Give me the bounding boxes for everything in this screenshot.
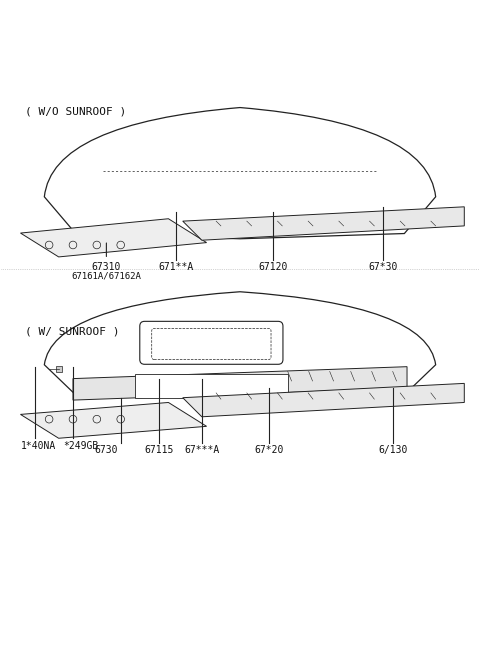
Text: 6/130: 6/130 [378, 445, 408, 455]
Polygon shape [21, 219, 206, 257]
Text: 1*40NA: 1*40NA [21, 441, 56, 451]
Text: 67115: 67115 [144, 445, 174, 455]
Bar [135, 374, 288, 397]
Polygon shape [73, 367, 407, 400]
Text: *249GB: *249GB [63, 441, 99, 451]
Text: 67120: 67120 [259, 261, 288, 272]
Text: 67310: 67310 [92, 261, 121, 272]
Text: ( W/ SUNROOF ): ( W/ SUNROOF ) [25, 326, 120, 336]
Text: 67*20: 67*20 [254, 445, 283, 455]
Polygon shape [21, 403, 206, 438]
Text: 6730: 6730 [95, 445, 118, 455]
Text: 67***A: 67***A [184, 445, 219, 455]
Polygon shape [183, 207, 464, 240]
Polygon shape [183, 384, 464, 417]
Text: 67*30: 67*30 [369, 261, 398, 272]
Text: ( W/O SUNROOF ): ( W/O SUNROOF ) [25, 106, 127, 116]
Text: 671**A: 671**A [158, 261, 193, 272]
Text: 67161A/67162A: 67161A/67162A [72, 271, 141, 281]
